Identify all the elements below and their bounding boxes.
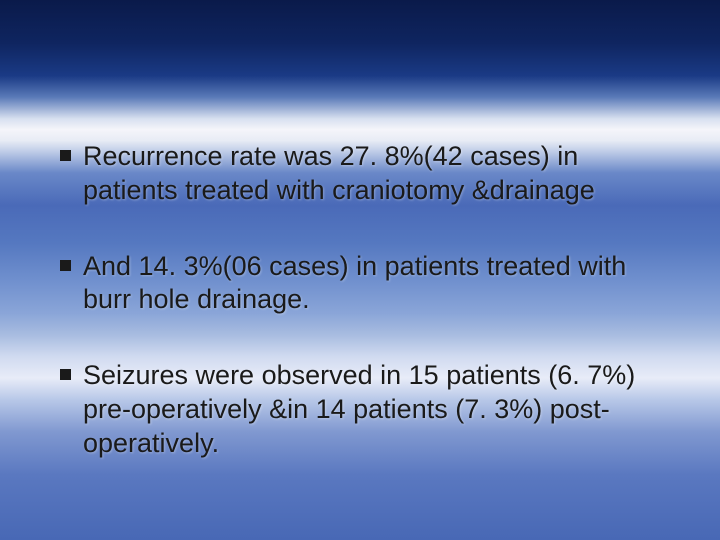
slide: Recurrence rate was 27. 8%(42 cases) in … — [0, 0, 720, 540]
bullet-text: And 14. 3%(06 cases) in patients treated… — [83, 250, 660, 318]
bullet-text: Recurrence rate was 27. 8%(42 cases) in … — [83, 140, 660, 208]
content-area: Recurrence rate was 27. 8%(42 cases) in … — [60, 140, 660, 502]
bullet-item: And 14. 3%(06 cases) in patients treated… — [60, 250, 660, 318]
bullet-square-icon — [60, 150, 71, 161]
bullet-square-icon — [60, 369, 71, 380]
bullet-item: Seizures were observed in 15 patients (6… — [60, 359, 660, 460]
bullet-text: Seizures were observed in 15 patients (6… — [83, 359, 660, 460]
bullet-item: Recurrence rate was 27. 8%(42 cases) in … — [60, 140, 660, 208]
bullet-square-icon — [60, 260, 71, 271]
